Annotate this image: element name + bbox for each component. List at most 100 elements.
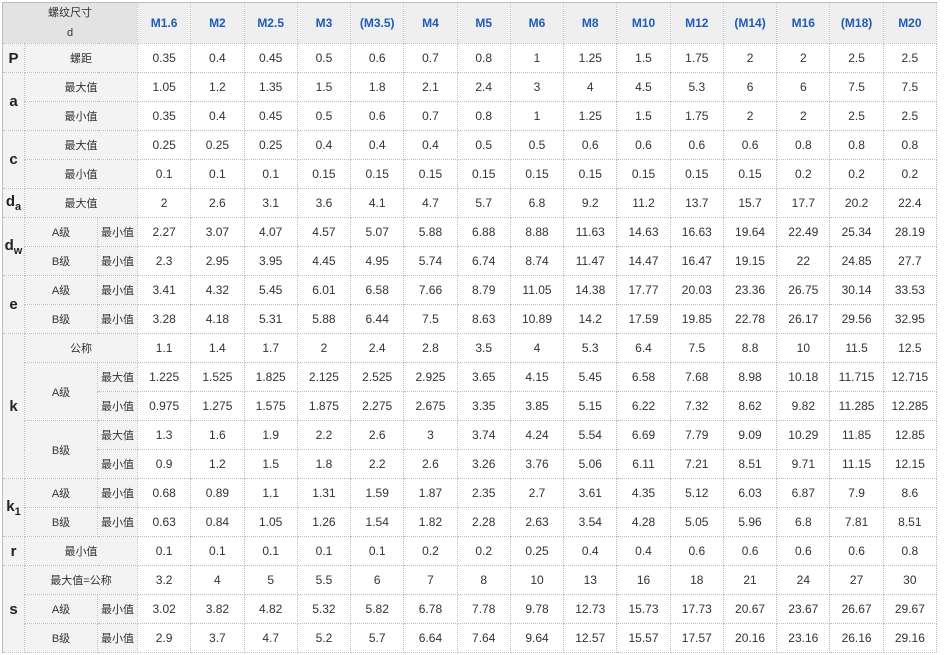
table-cell: 5.96	[722, 507, 778, 537]
table-cell: 1.05	[243, 507, 298, 537]
table-cell: 0.7	[403, 43, 458, 73]
size-header: M1.6	[136, 2, 192, 44]
symbol-text: P	[8, 49, 19, 67]
table-cell: 1.825	[243, 362, 298, 392]
table-cell: 1.8	[296, 449, 352, 479]
table-cell: 8.98	[722, 362, 778, 392]
table-cell: 11.63	[563, 217, 618, 247]
dimension-symbol: k1	[2, 478, 25, 537]
grade-label: B级	[24, 507, 98, 537]
table-cell: 4	[509, 333, 565, 363]
table-cell: 8.6	[882, 478, 938, 508]
thread-size-header: 螺纹尺寸 d	[2, 2, 138, 44]
table-cell: 0.8	[776, 130, 831, 160]
table-cell: 1.26	[296, 507, 352, 537]
symbol-text: a	[9, 93, 18, 110]
table-cell: 2.4	[456, 72, 511, 102]
table-cell: 6.4	[616, 333, 671, 363]
table-cell: 1.575	[243, 391, 298, 421]
size-header: (M18)	[829, 2, 884, 44]
table-cell: 0.25	[136, 130, 192, 160]
table-cell: 9.64	[509, 623, 565, 653]
table-cell: 3.02	[136, 594, 192, 624]
table-cell: 6.44	[350, 304, 405, 334]
symbol-text: e	[9, 296, 18, 313]
size-header: M10	[616, 2, 671, 44]
table-cell: 1.7	[243, 333, 298, 363]
table-cell: 8.62	[722, 391, 778, 421]
table-cell: 5.31	[243, 304, 298, 334]
value-type-label: 螺距	[24, 43, 138, 73]
table-cell: 0.4	[616, 536, 671, 566]
value-type-label: 最大值	[97, 362, 138, 392]
table-cell: 0.15	[669, 159, 724, 189]
table-cell: 4.57	[296, 217, 352, 247]
table-cell: 4.18	[190, 304, 245, 334]
table-cell: 17.59	[616, 304, 671, 334]
table-cell: 0.63	[136, 507, 192, 537]
value-type-label: 最小值	[97, 623, 138, 653]
table-cell: 0.8	[829, 130, 884, 160]
table-cell: 2.275	[350, 391, 405, 421]
table-cell: 2.6	[350, 420, 405, 450]
table-cell: 0.2	[829, 159, 884, 189]
table-cell: 24.85	[829, 246, 884, 276]
table-cell: 11.15	[829, 449, 884, 479]
table-cell: 30.14	[829, 275, 884, 305]
table-row: k1 A级 最小值 0.68 0.89 1.1 1.31 1.59 1.87 2.35 2.7 3.6…	[2, 478, 938, 537]
table-cell: 5.7	[350, 623, 405, 653]
table-cell: 3.6	[296, 188, 352, 218]
table-cell: 1.5	[616, 101, 671, 131]
table-cell: 5	[243, 565, 298, 595]
table-cell: 0.6	[829, 536, 884, 566]
table-cell: 4	[190, 565, 245, 595]
table-cell: 7.78	[456, 594, 511, 624]
table-cell: 4.95	[350, 246, 405, 276]
table-cell: 1.5	[616, 43, 671, 73]
dimension-symbol: s	[2, 565, 25, 653]
table-cell: 0.45	[243, 101, 298, 131]
table-cell: 5.05	[669, 507, 724, 537]
table-cell: 16	[616, 565, 671, 595]
table-cell: 2.28	[456, 507, 511, 537]
table-cell: 0.1	[190, 159, 245, 189]
table-cell: 12.73	[563, 594, 618, 624]
table-cell: 5.3	[669, 72, 724, 102]
header-row: 螺纹尺寸 d M1.6 M2 M2.5 M3 (M3.5) M4 M5 M6 M8 M10 M12(…	[2, 2, 938, 44]
table-cell: 3.82	[190, 594, 245, 624]
table-cell: 2	[136, 188, 192, 218]
table-cell: 0.8	[882, 536, 938, 566]
table-cell: 0.2	[403, 536, 458, 566]
table-cell: 2.7	[509, 478, 565, 508]
size-header: M12	[669, 2, 724, 44]
table-cell: 10	[509, 565, 565, 595]
table-cell: 2.1	[403, 72, 458, 102]
table-cell: 6	[350, 565, 405, 595]
table-cell: 7.64	[456, 623, 511, 653]
table-cell: 1.35	[243, 72, 298, 102]
table-cell: 6.74	[456, 246, 511, 276]
value-type-label: 最大值	[97, 420, 138, 450]
table-cell: 2	[722, 43, 778, 73]
table-row: P 螺距 0.35 0.4 0.45 0.5 0.6 0.7 0.8 1 1.25 1.5 1.75 2 2…	[2, 43, 938, 73]
table-cell: 19.64	[722, 217, 778, 247]
table-cell: 5.3	[563, 333, 618, 363]
table-cell: 3.26	[456, 449, 511, 479]
value-type-label: 最大值	[24, 72, 138, 102]
table-cell: 25.34	[829, 217, 884, 247]
table-cell: 1.4	[190, 333, 245, 363]
table-cell: 1.31	[296, 478, 352, 508]
table-cell: 0.5	[296, 101, 352, 131]
table-cell: 4.7	[243, 623, 298, 653]
table-cell: 0.25	[243, 130, 298, 160]
table-cell: 17.73	[669, 594, 724, 624]
size-header: M6	[509, 2, 565, 44]
table-cell: 4.1	[350, 188, 405, 218]
value-type-label: 最小值	[97, 246, 138, 276]
table-cell: 0.68	[136, 478, 192, 508]
table-row: A级 最小值 3.02 3.82 4.82 5.32 5.82 6.78 7.78 9.78 12.…	[3, 594, 938, 624]
value-type-label: 最小值	[97, 217, 138, 247]
table-row: r 最小值 0.1 0.1 0.1 0.1 0.1 0.2 0.2 0.25 0.4 0.4 0.6 0.…	[2, 536, 938, 566]
table-cell: 30	[882, 565, 938, 595]
table-cell: 3.95	[243, 246, 298, 276]
